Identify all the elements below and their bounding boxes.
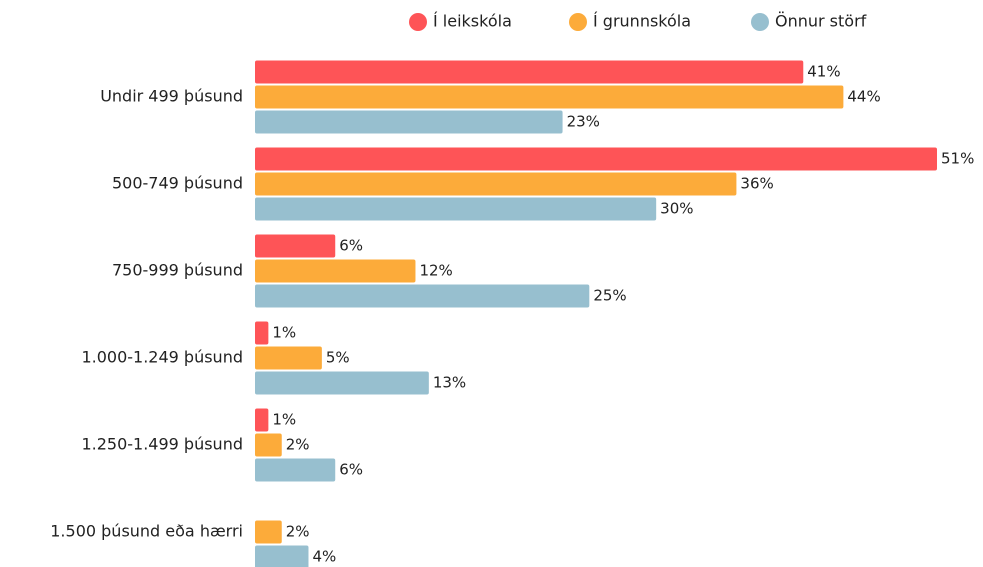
bar (255, 408, 269, 432)
bar (255, 234, 336, 258)
value-label: 5% (326, 349, 350, 367)
bar (255, 284, 590, 308)
legend-label: Í grunnskóla (593, 12, 691, 31)
value-label: 36% (740, 175, 773, 193)
bar (255, 197, 657, 221)
legend-swatch (751, 13, 769, 31)
value-label: 44% (847, 88, 880, 106)
category-label: 750-999 þúsund (112, 261, 243, 280)
legend-label: Í leikskóla (433, 12, 512, 31)
category-label: 1.250-1.499 þúsund (81, 435, 243, 454)
bar (255, 172, 737, 196)
bar (255, 60, 804, 84)
value-label: 6% (339, 461, 363, 479)
category-label: 1.000-1.249 þúsund (81, 348, 243, 367)
bar (255, 110, 563, 134)
category-label: 1.500 þúsund eða hærri (50, 522, 243, 541)
value-label: 6% (339, 237, 363, 255)
value-label: 2% (286, 523, 310, 541)
bar (255, 371, 429, 395)
legend-swatch (569, 13, 587, 31)
value-label: 1% (272, 324, 296, 342)
bar (255, 433, 282, 457)
value-label: 30% (660, 200, 693, 218)
legend-swatch (409, 13, 427, 31)
value-label: 2% (286, 436, 310, 454)
bar (255, 458, 336, 482)
bar (255, 259, 416, 283)
value-label: 12% (419, 262, 452, 280)
value-label: 25% (593, 287, 626, 305)
value-label: 1% (272, 411, 296, 429)
value-label: 13% (433, 374, 466, 392)
value-label: 4% (312, 548, 336, 566)
category-label: Undir 499 þúsund (100, 87, 243, 106)
bar (255, 520, 282, 544)
bar (255, 321, 269, 345)
value-label: 41% (807, 63, 840, 81)
value-label: 51% (941, 150, 974, 168)
bar (255, 85, 844, 109)
value-label: 23% (567, 113, 600, 131)
legend-label: Önnur störf (775, 12, 867, 31)
bar (255, 545, 309, 567)
bar (255, 346, 322, 370)
category-label: 500-749 þúsund (112, 174, 243, 193)
bar (255, 147, 937, 171)
